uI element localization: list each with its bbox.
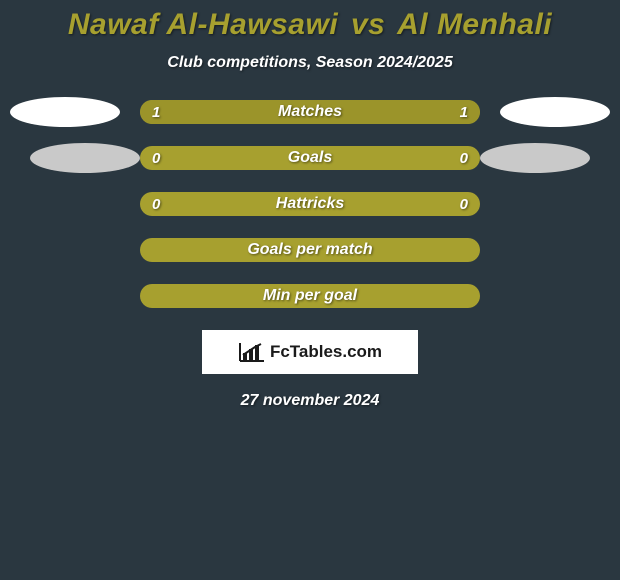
stat-bar: 1 1 Matches <box>140 100 480 124</box>
player-left-name: Nawaf Al-Hawsawi <box>68 8 338 41</box>
stat-value-right: 1 <box>460 104 468 121</box>
stat-bar: 0 0 Hattricks <box>140 192 480 216</box>
page-title: Nawaf Al-Hawsawi vs Al Menhali <box>0 8 620 42</box>
stat-bar: Goals per match <box>140 238 480 262</box>
ellipse-slot-left <box>10 143 140 173</box>
stat-label: Matches <box>278 103 342 121</box>
stat-row: 0 0 Hattricks <box>0 192 620 216</box>
stat-row: Min per goal <box>0 284 620 308</box>
stat-label: Min per goal <box>263 287 357 305</box>
stat-row: 1 1 Matches <box>0 100 620 124</box>
player-right-name: Al Menhali <box>397 8 552 41</box>
ellipse-slot-left <box>10 97 140 127</box>
date-text: 27 november 2024 <box>0 392 620 410</box>
ellipse-right <box>500 97 610 127</box>
footer-brand-box: FcTables.com <box>202 330 418 374</box>
stat-rows: 1 1 Matches 0 0 Goals 0 0 Hattricks Goals per mat… <box>0 100 620 308</box>
ellipse-slot-right <box>480 97 610 127</box>
subtitle: Club competitions, Season 2024/2025 <box>0 54 620 72</box>
stat-value-left: 0 <box>152 150 160 167</box>
stat-label: Hattricks <box>276 195 344 213</box>
stat-value-left: 1 <box>152 104 160 121</box>
footer-brand-text: FcTables.com <box>270 342 382 362</box>
ellipse-slot-right <box>480 143 610 173</box>
ellipse-left <box>10 97 120 127</box>
stat-row: Goals per match <box>0 238 620 262</box>
stat-value-right: 0 <box>460 196 468 213</box>
stat-bar: Min per goal <box>140 284 480 308</box>
ellipse-left <box>30 143 140 173</box>
stat-row: 0 0 Goals <box>0 146 620 170</box>
stat-label: Goals per match <box>247 241 372 259</box>
bar-chart-icon <box>238 341 266 363</box>
title-vs: vs <box>351 8 385 41</box>
stat-label: Goals <box>288 149 332 167</box>
stat-value-right: 0 <box>460 150 468 167</box>
stat-bar: 0 0 Goals <box>140 146 480 170</box>
comparison-infographic: Nawaf Al-Hawsawi vs Al Menhali Club comp… <box>0 0 620 580</box>
ellipse-right <box>480 143 590 173</box>
stat-value-left: 0 <box>152 196 160 213</box>
